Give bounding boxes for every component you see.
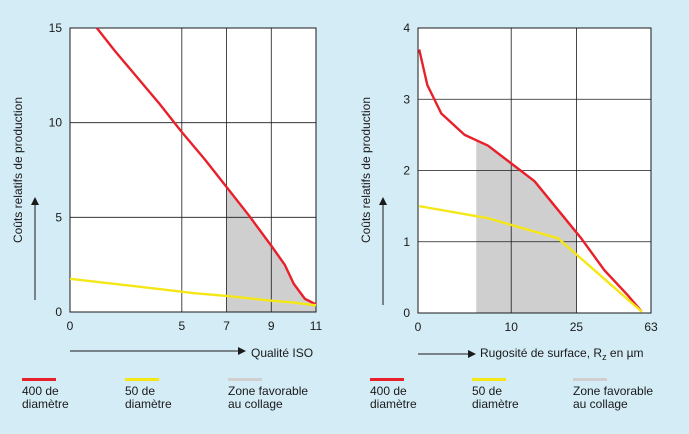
- y-axis-arrowhead: [31, 197, 39, 205]
- series-line-50: [418, 204, 643, 313]
- y-axis-arrowhead: [379, 197, 387, 205]
- y-tick-label: 1: [403, 235, 410, 249]
- legend-swatch-series_50: [472, 378, 506, 381]
- series-line-50: [69, 277, 317, 307]
- series-line-400: [417, 49, 643, 313]
- x-axis-arrowhead: [468, 350, 476, 358]
- legend-swatch-series_50: [125, 378, 159, 381]
- legend-label: 50 de: [125, 384, 155, 398]
- plot-border: [69, 27, 317, 313]
- x-tick-label: 7: [223, 319, 230, 333]
- zone-area: [476, 140, 577, 313]
- x-tick-label: 63: [644, 320, 658, 334]
- legend-swatch-series_400: [22, 378, 56, 381]
- chart-1: 0 5 7 9 11 0 5 10 15 Qualité ISO Coûts relatifs de…: [11, 21, 323, 411]
- legend-label: diamètre: [22, 397, 69, 411]
- x-tick-label: 10: [505, 320, 519, 334]
- legend-swatch-series_400: [370, 378, 404, 381]
- legend-label: Zone favorable: [573, 384, 653, 398]
- series-line-400: [95, 27, 317, 306]
- legend-label: au collage: [573, 397, 628, 411]
- plot-border: [417, 27, 652, 314]
- x-tick-label: 11: [310, 319, 323, 333]
- legend-label: au collage: [228, 397, 283, 411]
- y-tick-label: 15: [49, 21, 63, 35]
- legend-label: 400 de: [370, 384, 407, 398]
- y-tick-label: 0: [55, 305, 62, 319]
- legend-label: diamètre: [472, 397, 519, 411]
- x-axis-title: Qualité ISO: [251, 346, 313, 360]
- legend-label: diamètre: [125, 397, 172, 411]
- y-tick-label: 2: [403, 164, 410, 178]
- x-tick-label: 25: [570, 320, 584, 334]
- legend-label: Zone favorable: [228, 384, 308, 398]
- x-tick-label: 0: [67, 319, 74, 333]
- x-axis-arrowhead: [238, 347, 246, 355]
- x-tick-label: 9: [268, 319, 275, 333]
- chart-2: 0 10 25 63 0 1 2 3 4 Rugosité de surface, Rz en µ…: [359, 21, 658, 411]
- x-tick-label: 5: [178, 319, 185, 333]
- y-axis-title: Coûts relatifs de production: [11, 97, 25, 243]
- legend-label: 50 de: [472, 384, 502, 398]
- y-tick-label: 0: [403, 306, 410, 320]
- x-axis-title: Rugosité de surface, Rz en µm: [480, 346, 644, 362]
- legend-swatch-zone: [573, 378, 607, 381]
- legend-label: 400 de: [22, 384, 59, 398]
- y-tick-label: 5: [55, 210, 62, 224]
- x-tick-label: 0: [415, 320, 422, 334]
- legend-swatch-zone: [228, 378, 262, 381]
- y-tick-label: 3: [403, 92, 410, 106]
- legend-label: diamètre: [370, 397, 417, 411]
- y-axis-title: Coûts relatifs de production: [359, 97, 373, 243]
- y-tick-label: 10: [49, 116, 63, 130]
- y-tick-label: 4: [403, 21, 410, 35]
